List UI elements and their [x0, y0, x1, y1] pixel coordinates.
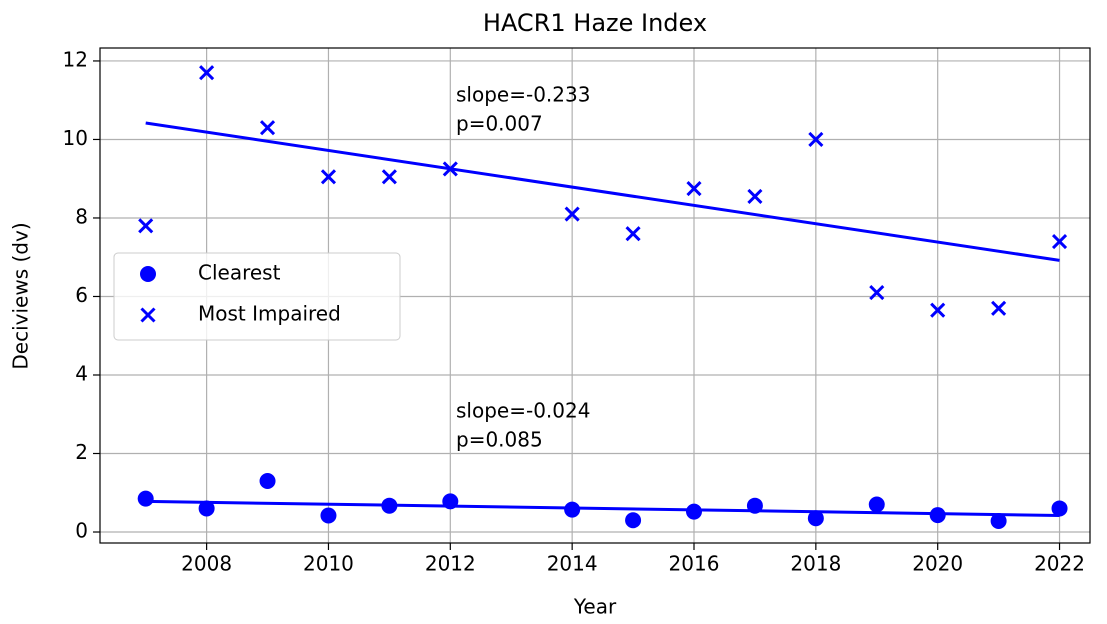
point [868, 496, 885, 513]
legend-label: Most Impaired [198, 302, 341, 326]
y-axis-label: Deciviews (dv) [9, 222, 33, 369]
x-tick-label: 2020 [912, 552, 963, 576]
point [140, 307, 156, 323]
x-tick-label: 2010 [303, 552, 354, 576]
point [1051, 233, 1068, 250]
point [140, 266, 156, 282]
point [746, 497, 763, 514]
point [259, 472, 276, 489]
chart-title: HACR1 Haze Index [483, 9, 707, 37]
y-tick-label: 0 [75, 519, 88, 543]
trend-line [145, 121, 1060, 262]
x-tick-label: 2012 [425, 552, 476, 576]
x-tick-label: 2008 [181, 552, 232, 576]
annotation: slope=-0.233 [456, 83, 590, 107]
trend-line [145, 499, 1060, 518]
point [442, 493, 459, 510]
point [990, 513, 1007, 530]
point [808, 131, 824, 148]
point [807, 510, 824, 527]
point [625, 512, 642, 529]
point [442, 161, 458, 177]
x-tick-label: 2014 [547, 552, 598, 576]
y-tick-label: 10 [63, 126, 88, 150]
point [991, 300, 1007, 316]
plot-frame [99, 47, 1091, 544]
x-tick-label: 2018 [790, 552, 841, 576]
point [320, 507, 337, 524]
point [564, 206, 580, 222]
point [747, 188, 763, 204]
point [1051, 500, 1068, 517]
point [929, 507, 946, 524]
annotation: slope=-0.024 [456, 399, 590, 423]
point [198, 500, 215, 517]
point [381, 169, 397, 185]
y-tick-label: 8 [75, 204, 88, 228]
x-tick-label: 2022 [1034, 552, 1085, 576]
point [869, 284, 885, 301]
point [137, 490, 154, 507]
legend-box [113, 252, 401, 341]
point [138, 218, 154, 234]
point [381, 497, 398, 514]
x-axis-label: Year [573, 595, 617, 619]
point [625, 226, 641, 242]
y-tick-label: 4 [75, 361, 88, 385]
point [686, 503, 702, 520]
point [564, 501, 581, 518]
point [320, 169, 337, 185]
y-tick-label: 2 [75, 440, 88, 464]
y-tick-label: 12 [63, 47, 88, 71]
x-tick-label: 2016 [669, 552, 720, 576]
legend-label: Clearest [198, 261, 281, 285]
annotation: p=0.085 [456, 428, 543, 452]
annotation: p=0.007 [456, 112, 543, 136]
point [686, 180, 702, 197]
legend: Clearest Most Impaired [113, 252, 401, 341]
point [930, 302, 946, 318]
point [199, 65, 215, 81]
y-tick-label: 6 [75, 283, 88, 307]
point [259, 120, 276, 136]
